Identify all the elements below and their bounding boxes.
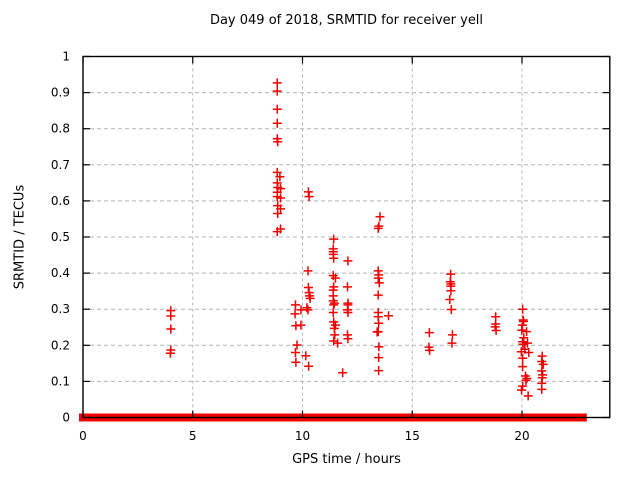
data-point-marker bbox=[521, 375, 531, 385]
y-tick-label: 0.6 bbox=[51, 194, 70, 208]
y-tick-label: 0.2 bbox=[51, 338, 70, 352]
data-point-marker bbox=[305, 293, 315, 303]
data-point-marker bbox=[333, 338, 343, 348]
data-point-marker bbox=[302, 303, 312, 313]
y-tick-label: 0.5 bbox=[51, 230, 70, 244]
data-point-marker bbox=[272, 118, 282, 128]
data-point-marker bbox=[375, 212, 385, 222]
data-point-marker bbox=[447, 330, 457, 340]
data-point-marker bbox=[291, 357, 301, 367]
data-point-marker bbox=[522, 327, 532, 337]
x-tick-label: 5 bbox=[189, 429, 197, 443]
data-point-marker bbox=[373, 290, 383, 300]
y-tick-label: 0.1 bbox=[51, 374, 70, 388]
data-point-marker bbox=[518, 381, 528, 391]
data-point-marker bbox=[523, 391, 533, 401]
data-point-marker bbox=[518, 339, 528, 349]
data-point-marker bbox=[373, 273, 383, 283]
data-point-marker bbox=[338, 368, 348, 378]
data-point-marker bbox=[425, 345, 435, 355]
data-point-marker bbox=[491, 325, 501, 335]
data-point-marker bbox=[296, 320, 306, 330]
data-point-marker bbox=[275, 172, 285, 182]
data-point-marker bbox=[518, 362, 528, 372]
data-point-marker bbox=[374, 366, 384, 376]
x-axis-label: GPS time / hours bbox=[292, 452, 401, 467]
data-point-marker bbox=[424, 328, 434, 338]
y-tick-label: 0.4 bbox=[51, 266, 70, 280]
data-point-marker bbox=[446, 286, 456, 296]
data-point-marker bbox=[445, 294, 455, 304]
x-tick-label: 0 bbox=[79, 429, 87, 443]
data-point-marker bbox=[537, 384, 547, 394]
data-point-marker bbox=[524, 348, 534, 358]
chart-title: Day 049 of 2018, SRMTID for receiver yel… bbox=[209, 13, 484, 28]
x-tick-label: 20 bbox=[514, 429, 529, 443]
data-point-marker bbox=[273, 137, 283, 147]
data-point-marker bbox=[330, 273, 340, 283]
data-point-marker bbox=[301, 351, 311, 361]
data-point-marker bbox=[343, 256, 353, 266]
data-point-marker bbox=[343, 334, 353, 344]
data-point-marker bbox=[329, 253, 339, 263]
data-point-marker bbox=[290, 300, 300, 310]
data-point-marker bbox=[292, 340, 302, 350]
data-point-marker bbox=[165, 348, 175, 358]
x-tick-label: 10 bbox=[295, 429, 310, 443]
data-point-marker bbox=[304, 361, 314, 371]
data-point-marker bbox=[304, 192, 314, 202]
data-point-marker bbox=[518, 304, 528, 314]
data-point-marker bbox=[329, 234, 339, 244]
data-point-marker bbox=[517, 325, 527, 335]
x-tick-label: 15 bbox=[405, 429, 420, 443]
data-point-marker bbox=[328, 307, 338, 317]
data-point-marker bbox=[384, 311, 394, 321]
data-point-marker bbox=[374, 353, 384, 363]
data-point-marker bbox=[329, 300, 339, 310]
data-point-marker bbox=[290, 348, 300, 358]
data-point-marker bbox=[273, 209, 283, 219]
data-point-marker bbox=[166, 324, 176, 334]
data-point-marker bbox=[372, 327, 382, 337]
data-point-marker bbox=[374, 278, 384, 288]
data-point-marker bbox=[522, 374, 532, 384]
data-point-marker bbox=[166, 311, 176, 321]
data-point-marker bbox=[303, 305, 313, 315]
data-point-marker bbox=[446, 269, 456, 279]
data-point-marker bbox=[272, 227, 282, 237]
data-point-marker bbox=[374, 318, 384, 328]
data-point-marker bbox=[329, 336, 339, 346]
data-point-marker bbox=[447, 338, 457, 348]
data-point-marker bbox=[303, 266, 313, 276]
data-point-marker bbox=[517, 385, 527, 395]
data-point-marker bbox=[276, 204, 286, 214]
data-point-marker bbox=[373, 223, 383, 233]
data-point-marker bbox=[276, 193, 286, 203]
data-point-marker bbox=[374, 342, 384, 352]
y-tick-label: 0.3 bbox=[51, 302, 70, 316]
data-point-marker bbox=[272, 78, 282, 88]
data-point-marker bbox=[538, 359, 548, 369]
y-tick-label: 0 bbox=[62, 411, 70, 425]
data-point-marker bbox=[290, 309, 300, 319]
data-point-marker bbox=[272, 86, 282, 96]
data-point-marker bbox=[342, 282, 352, 292]
data-point-marker bbox=[272, 104, 282, 114]
data-point-marker bbox=[330, 330, 340, 340]
data-point-marker bbox=[522, 338, 532, 348]
data-point-marker bbox=[518, 353, 528, 363]
data-point-marker bbox=[343, 307, 353, 317]
data-point-marker bbox=[446, 305, 456, 315]
y-tick-label: 0.7 bbox=[51, 158, 70, 172]
y-tick-label: 0.8 bbox=[51, 122, 70, 136]
y-tick-label: 1 bbox=[62, 50, 70, 64]
y-tick-label: 0.9 bbox=[51, 86, 70, 100]
